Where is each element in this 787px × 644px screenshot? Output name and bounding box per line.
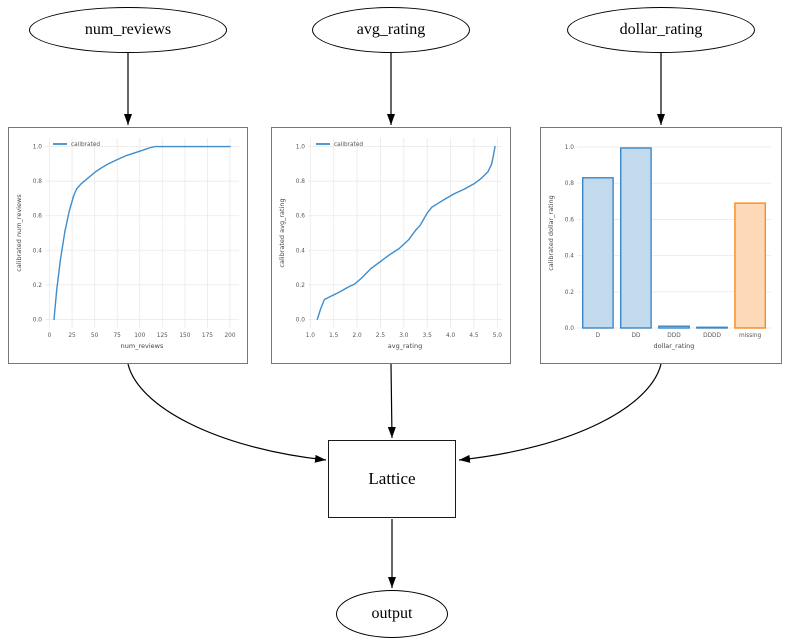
node-lattice: Lattice bbox=[328, 440, 456, 518]
svg-text:0.4: 0.4 bbox=[296, 248, 306, 254]
svg-text:3.5: 3.5 bbox=[423, 333, 433, 339]
svg-text:0.4: 0.4 bbox=[565, 254, 575, 260]
svg-text:calibrated dollar_rating: calibrated dollar_rating bbox=[547, 195, 555, 271]
svg-text:5.0: 5.0 bbox=[493, 333, 503, 339]
edge-calibrator3-to-lattice bbox=[458, 363, 662, 463]
svg-text:calibrated: calibrated bbox=[71, 142, 100, 148]
svg-text:0.0: 0.0 bbox=[296, 317, 306, 323]
svg-text:0.0: 0.0 bbox=[33, 317, 43, 323]
svg-text:2.5: 2.5 bbox=[376, 333, 386, 339]
svg-text:DD: DD bbox=[631, 333, 640, 339]
svg-text:1.0: 1.0 bbox=[33, 145, 43, 151]
svg-text:4.0: 4.0 bbox=[446, 333, 456, 339]
edge-calibrator1-to-lattice bbox=[127, 363, 327, 463]
svg-text:2.0: 2.0 bbox=[352, 333, 362, 339]
svg-text:avg_rating: avg_rating bbox=[388, 342, 422, 350]
calibration-plot-avg-rating: 0.0 0.2 0.4 0.6 0.8 1.0 1.0 1.5 2.0 2.5 3.0 3.5 4.0 4… bbox=[271, 127, 511, 364]
svg-text:DDD: DDD bbox=[667, 333, 681, 339]
svg-text:calibrated: calibrated bbox=[334, 142, 363, 148]
svg-text:0.6: 0.6 bbox=[33, 214, 43, 220]
node-dollar-rating-label: dollar_rating bbox=[619, 21, 703, 38]
svg-text:0.6: 0.6 bbox=[565, 217, 575, 223]
chart-num-reviews: 0.0 0.2 0.4 0.6 0.8 1.0 0 25 50 75 100 125 150 175 200… bbox=[15, 138, 239, 350]
svg-text:missing: missing bbox=[739, 333, 762, 339]
node-num-reviews-label: num_reviews bbox=[84, 21, 172, 38]
svg-text:1.0: 1.0 bbox=[296, 145, 306, 151]
node-output-label: output bbox=[371, 605, 413, 622]
node-avg-rating-label: avg_rating bbox=[356, 21, 426, 38]
node-dollar-rating: dollar_rating bbox=[567, 7, 755, 53]
svg-text:DDDD: DDDD bbox=[703, 333, 721, 339]
svg-text:0.2: 0.2 bbox=[296, 283, 306, 289]
node-num-reviews: num_reviews bbox=[29, 7, 227, 53]
svg-text:0.6: 0.6 bbox=[296, 214, 306, 220]
svg-text:75: 75 bbox=[113, 333, 121, 339]
svg-text:calibrated avg_rating: calibrated avg_rating bbox=[278, 198, 286, 267]
svg-text:150: 150 bbox=[179, 333, 190, 339]
svg-text:175: 175 bbox=[202, 333, 213, 339]
svg-text:0.8: 0.8 bbox=[33, 179, 43, 185]
chart-avg-rating: 0.0 0.2 0.4 0.6 0.8 1.0 1.0 1.5 2.0 2.5 3.0 3.5 4.0 4… bbox=[278, 138, 503, 350]
svg-text:0.4: 0.4 bbox=[33, 248, 43, 254]
svg-text:num_reviews: num_reviews bbox=[121, 342, 164, 350]
svg-text:125: 125 bbox=[157, 333, 168, 339]
node-output: output bbox=[336, 590, 448, 638]
svg-text:200: 200 bbox=[224, 333, 235, 339]
svg-text:0.0: 0.0 bbox=[565, 326, 575, 332]
svg-text:0.8: 0.8 bbox=[296, 179, 306, 185]
svg-text:1.0: 1.0 bbox=[565, 145, 575, 151]
svg-text:0: 0 bbox=[48, 333, 52, 339]
calibration-plot-dollar-rating: 0.0 0.2 0.4 0.6 0.8 1.0 D DD DDD DDDD missing dolla… bbox=[540, 127, 782, 364]
edge-calibrator2-to-lattice bbox=[387, 363, 396, 439]
svg-text:0.8: 0.8 bbox=[565, 181, 575, 187]
svg-text:calibrated num_reviews: calibrated num_reviews bbox=[15, 194, 23, 272]
svg-text:0.2: 0.2 bbox=[565, 290, 575, 296]
calibration-plot-num-reviews: 0.0 0.2 0.4 0.6 0.8 1.0 0 25 50 75 100 125 150 175 200… bbox=[8, 127, 248, 364]
chart-dollar-rating: 0.00.20.40.60.81.0D DD DDD DDDD missingdolla… bbox=[547, 145, 771, 350]
svg-text:1.5: 1.5 bbox=[329, 333, 339, 339]
svg-text:100: 100 bbox=[134, 333, 145, 339]
svg-text:25: 25 bbox=[68, 333, 76, 339]
svg-text:1.0: 1.0 bbox=[306, 333, 316, 339]
node-avg-rating: avg_rating bbox=[312, 7, 470, 53]
svg-text:50: 50 bbox=[91, 333, 99, 339]
svg-text:4.5: 4.5 bbox=[469, 333, 479, 339]
svg-text:D: D bbox=[596, 333, 601, 339]
svg-text:3.0: 3.0 bbox=[399, 333, 409, 339]
svg-text:0.2: 0.2 bbox=[33, 283, 43, 289]
node-lattice-label: Lattice bbox=[368, 469, 416, 488]
svg-text:dollar_rating: dollar_rating bbox=[654, 342, 695, 350]
